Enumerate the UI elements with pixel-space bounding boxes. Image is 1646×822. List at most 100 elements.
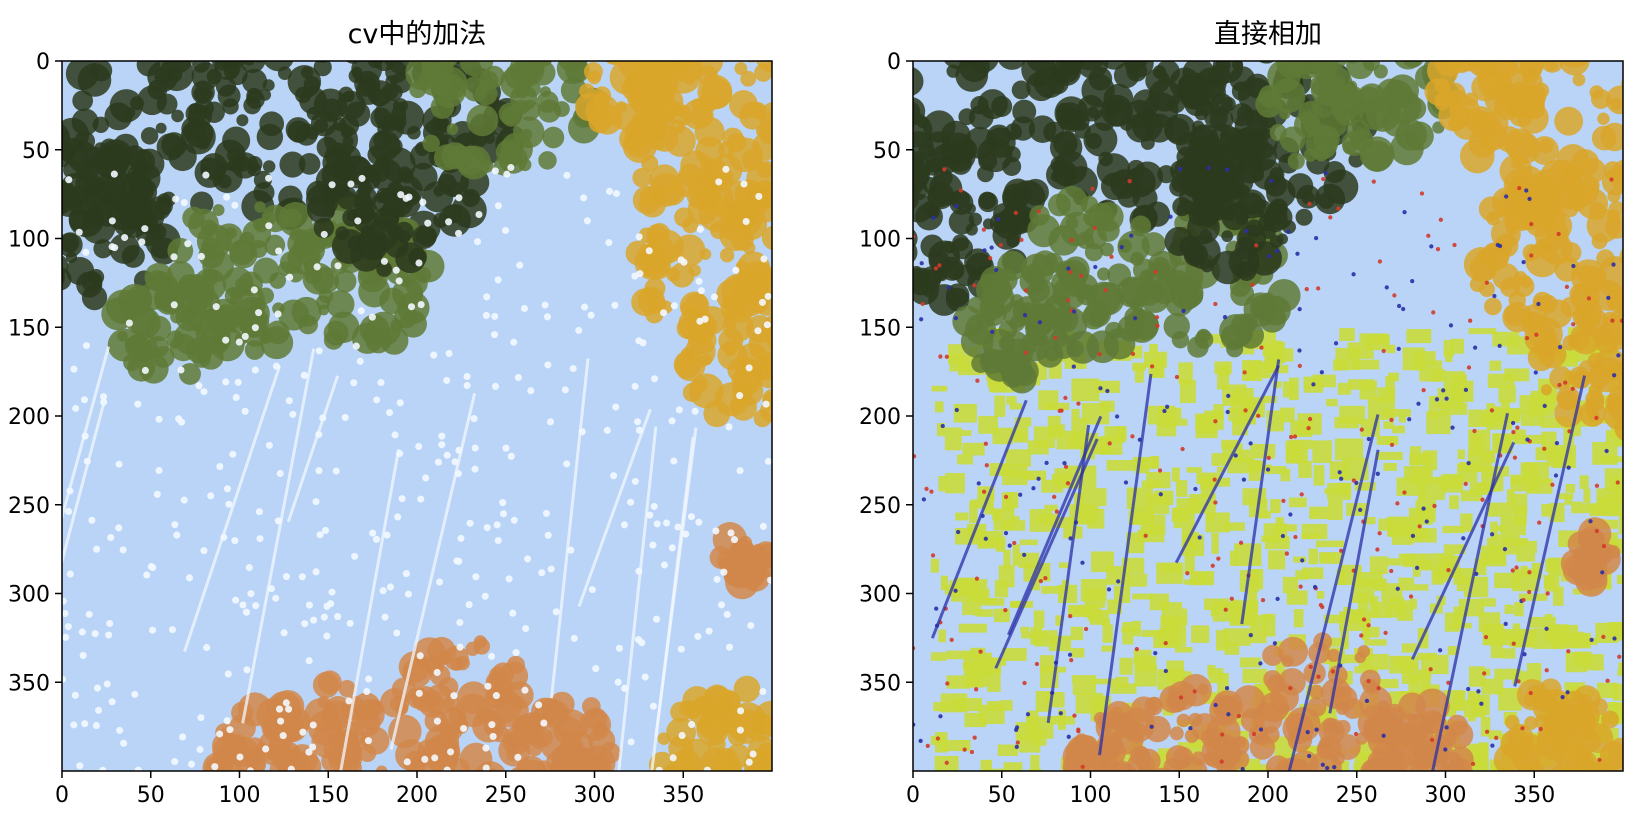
speckle xyxy=(92,722,100,730)
foliage-blob xyxy=(81,284,108,311)
speckle xyxy=(475,210,483,219)
foliage-blob xyxy=(495,16,512,33)
speckle xyxy=(742,217,750,226)
overflow-patch xyxy=(1463,576,1489,598)
overflow-patch xyxy=(1003,762,1023,771)
speckle xyxy=(984,463,989,468)
y-tick-label: 300 xyxy=(859,583,901,608)
foliage-blob xyxy=(773,393,793,413)
foliage-blob xyxy=(342,135,354,147)
speckle xyxy=(1564,284,1570,290)
speckle xyxy=(491,167,499,175)
foliage-blob xyxy=(755,124,770,138)
foliage-blob xyxy=(966,5,997,36)
speckle xyxy=(1410,278,1415,284)
speckle xyxy=(463,372,471,381)
overflow-patch xyxy=(1387,516,1407,537)
speckle xyxy=(1594,415,1599,421)
foliage-blob xyxy=(309,20,341,52)
speckle xyxy=(1448,323,1454,328)
speckle xyxy=(106,619,114,628)
overflow-patch xyxy=(1564,496,1573,505)
speckle xyxy=(945,681,950,686)
foliage-blob xyxy=(138,353,169,384)
foliage-blob xyxy=(755,61,772,73)
speckle xyxy=(1155,323,1160,328)
overflow-patch xyxy=(1415,499,1436,522)
overflow-patch xyxy=(936,422,945,437)
speckle xyxy=(239,601,247,609)
foliage-blob xyxy=(813,356,833,376)
overflow-patch xyxy=(1490,640,1503,659)
speckle xyxy=(483,293,491,301)
foliage-blob xyxy=(701,354,713,366)
speckle xyxy=(660,309,668,317)
overflow-patch xyxy=(1467,715,1476,722)
overflow-patch xyxy=(1517,540,1537,554)
foliage-blob xyxy=(1191,120,1205,133)
foliage-blob xyxy=(1087,106,1099,119)
foliage-blob xyxy=(218,36,235,53)
foliage-blob xyxy=(1367,750,1390,771)
foliage-blob xyxy=(52,15,76,39)
speckle xyxy=(450,692,458,700)
foliage-blob xyxy=(30,24,45,39)
foliage-blob xyxy=(1285,706,1321,742)
foliage-blob xyxy=(1447,116,1462,131)
streak xyxy=(930,399,1028,639)
foliage-blob xyxy=(1053,131,1078,156)
speckle xyxy=(491,382,500,390)
speckle xyxy=(482,744,490,752)
speckle xyxy=(119,546,127,554)
foliage-blob xyxy=(1171,173,1191,193)
overflow-patch xyxy=(1412,566,1421,577)
foliage-blob xyxy=(880,193,896,209)
foliage-blob xyxy=(740,70,756,87)
speckle xyxy=(235,338,243,346)
overflow-patch xyxy=(1020,626,1030,633)
speckle xyxy=(276,469,284,478)
foliage-blob xyxy=(1640,332,1646,358)
foliage-blob xyxy=(509,61,545,87)
speckle xyxy=(1571,322,1576,327)
foliage-blob xyxy=(1012,0,1046,22)
speckle xyxy=(1149,364,1155,369)
overflow-patch xyxy=(1270,499,1281,514)
foliage-blob xyxy=(180,119,216,155)
speckle xyxy=(983,441,989,446)
x-tick-label: 0 xyxy=(55,783,69,808)
foliage-blob xyxy=(1069,735,1096,762)
foliage-blob xyxy=(1323,160,1346,184)
foliage-blob xyxy=(993,357,1007,371)
speckle xyxy=(402,570,410,578)
speckle xyxy=(394,513,402,521)
speckle xyxy=(398,495,406,503)
foliage-blob xyxy=(1083,122,1118,157)
speckle xyxy=(415,442,423,451)
speckle xyxy=(1414,565,1420,570)
overflow-patch xyxy=(1275,661,1286,682)
foliage-blob xyxy=(744,61,759,63)
overflow-patch xyxy=(1489,406,1501,421)
speckle xyxy=(1236,713,1242,719)
foliage-blob xyxy=(1484,23,1518,57)
foliage-blob xyxy=(1632,300,1646,334)
foliage-blob xyxy=(1492,263,1520,291)
foliage-blob xyxy=(1338,25,1353,40)
overflow-patch xyxy=(1102,624,1113,643)
foliage-blob xyxy=(148,40,168,60)
foliage-blob xyxy=(801,375,824,398)
overflow-patch xyxy=(1275,517,1284,533)
foliage-blob xyxy=(244,340,265,360)
speckle xyxy=(688,720,696,729)
speckle xyxy=(546,418,555,426)
foliage-blob xyxy=(1597,112,1610,125)
speckle xyxy=(1402,490,1407,495)
foliage-blob xyxy=(114,5,142,33)
speckle xyxy=(1053,335,1058,340)
overflow-patch xyxy=(1494,668,1522,680)
speckle xyxy=(1383,630,1388,636)
speckle xyxy=(650,375,659,383)
speckle xyxy=(649,541,657,549)
speckle xyxy=(996,217,1001,222)
